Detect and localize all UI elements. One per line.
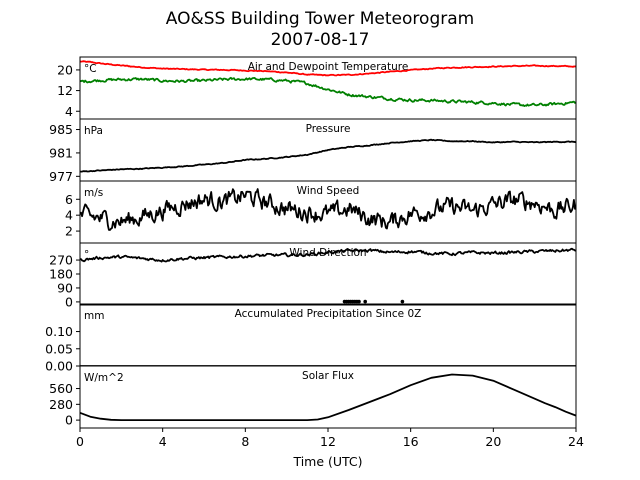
series-group: [80, 60, 576, 107]
y-tick-label: 90: [57, 280, 73, 295]
x-tick-label: 12: [320, 434, 336, 449]
y-tick-label: 4: [65, 208, 73, 223]
panel-title: Air and Dewpoint Temperature: [248, 61, 409, 73]
figure-title-line2: 2007-08-17: [271, 30, 370, 50]
wind_speed-series-0-line: [80, 188, 576, 231]
panel-wind_speed: 246 m/s Wind Speed: [65, 180, 577, 244]
panel-unit-label: W/m^2: [84, 372, 124, 384]
series-group: [80, 247, 576, 304]
y-tick-label: 4: [65, 104, 73, 119]
y-tick-label: 270: [49, 253, 73, 268]
panel-title: Wind Speed: [297, 185, 360, 197]
solar-series-0-line: [80, 373, 576, 421]
wind_dir-point: [363, 299, 368, 304]
panel-unit-label: hPa: [84, 125, 103, 137]
panel-pressure: 977 981 985 hPa Pressure: [49, 118, 577, 184]
wind_dir-point: [400, 299, 405, 304]
y-tick-label: 560: [49, 381, 73, 396]
x-axis-label: Time (UTC): [292, 454, 362, 469]
y-tick-label: 12: [57, 83, 73, 98]
panel-unit-label: °: [84, 249, 89, 261]
y-tick-label: 0: [65, 413, 73, 428]
x-tick-label: 8: [241, 434, 249, 449]
x-tick-label: 0: [76, 434, 84, 449]
panel-unit-label: mm: [84, 310, 104, 322]
y-tick-label: 180: [49, 267, 73, 282]
x-axis: 0 4 8 12 16 20 24: [76, 428, 584, 449]
wind_dir-series-0-line: [80, 247, 576, 263]
y-tick-label: 0: [65, 294, 73, 309]
x-tick-label: 4: [159, 434, 167, 449]
panel-unit-label: m/s: [84, 187, 103, 199]
panel-precip: 0.00 0.05 0.10 mm Accumulated Precipitation …: [45, 303, 577, 374]
series-group: [80, 373, 576, 421]
panel-unit-label: °C: [84, 63, 97, 75]
pressure-series-0-line: [80, 138, 576, 173]
y-tick-label: 20: [57, 62, 73, 77]
y-tick-label: 981: [49, 145, 73, 160]
panel-title: Solar Flux: [302, 370, 354, 382]
y-tick-label: 6: [65, 192, 73, 207]
y-tick-label: 2: [65, 224, 73, 239]
wind_dir-point: [357, 299, 361, 304]
series-group: [80, 188, 576, 231]
y-tick-label: 985: [49, 122, 73, 137]
temp-series-0-line: [80, 60, 576, 77]
panel-temp: 4 12 20 °C Air and Dewpoint Temperature: [57, 56, 577, 120]
y-tick-label: 0.05: [45, 341, 73, 356]
y-tick-label: 280: [49, 397, 73, 412]
series-group: [80, 138, 576, 173]
y-tick-label: 977: [49, 169, 73, 184]
x-tick-label: 24: [568, 434, 584, 449]
figure-title-line1: AO&SS Building Tower Meteorogram: [166, 9, 474, 29]
panel-title: Accumulated Precipitation Since 0Z: [235, 308, 422, 320]
y-tick-label: 0.10: [45, 324, 73, 339]
temp-series-1-line: [80, 76, 576, 107]
y-tick-label: 0.00: [45, 359, 73, 374]
panel-title: Wind Direction: [289, 247, 366, 259]
x-tick-label: 20: [485, 434, 501, 449]
x-tick-label: 16: [403, 434, 419, 449]
panel-title: Pressure: [306, 123, 351, 135]
